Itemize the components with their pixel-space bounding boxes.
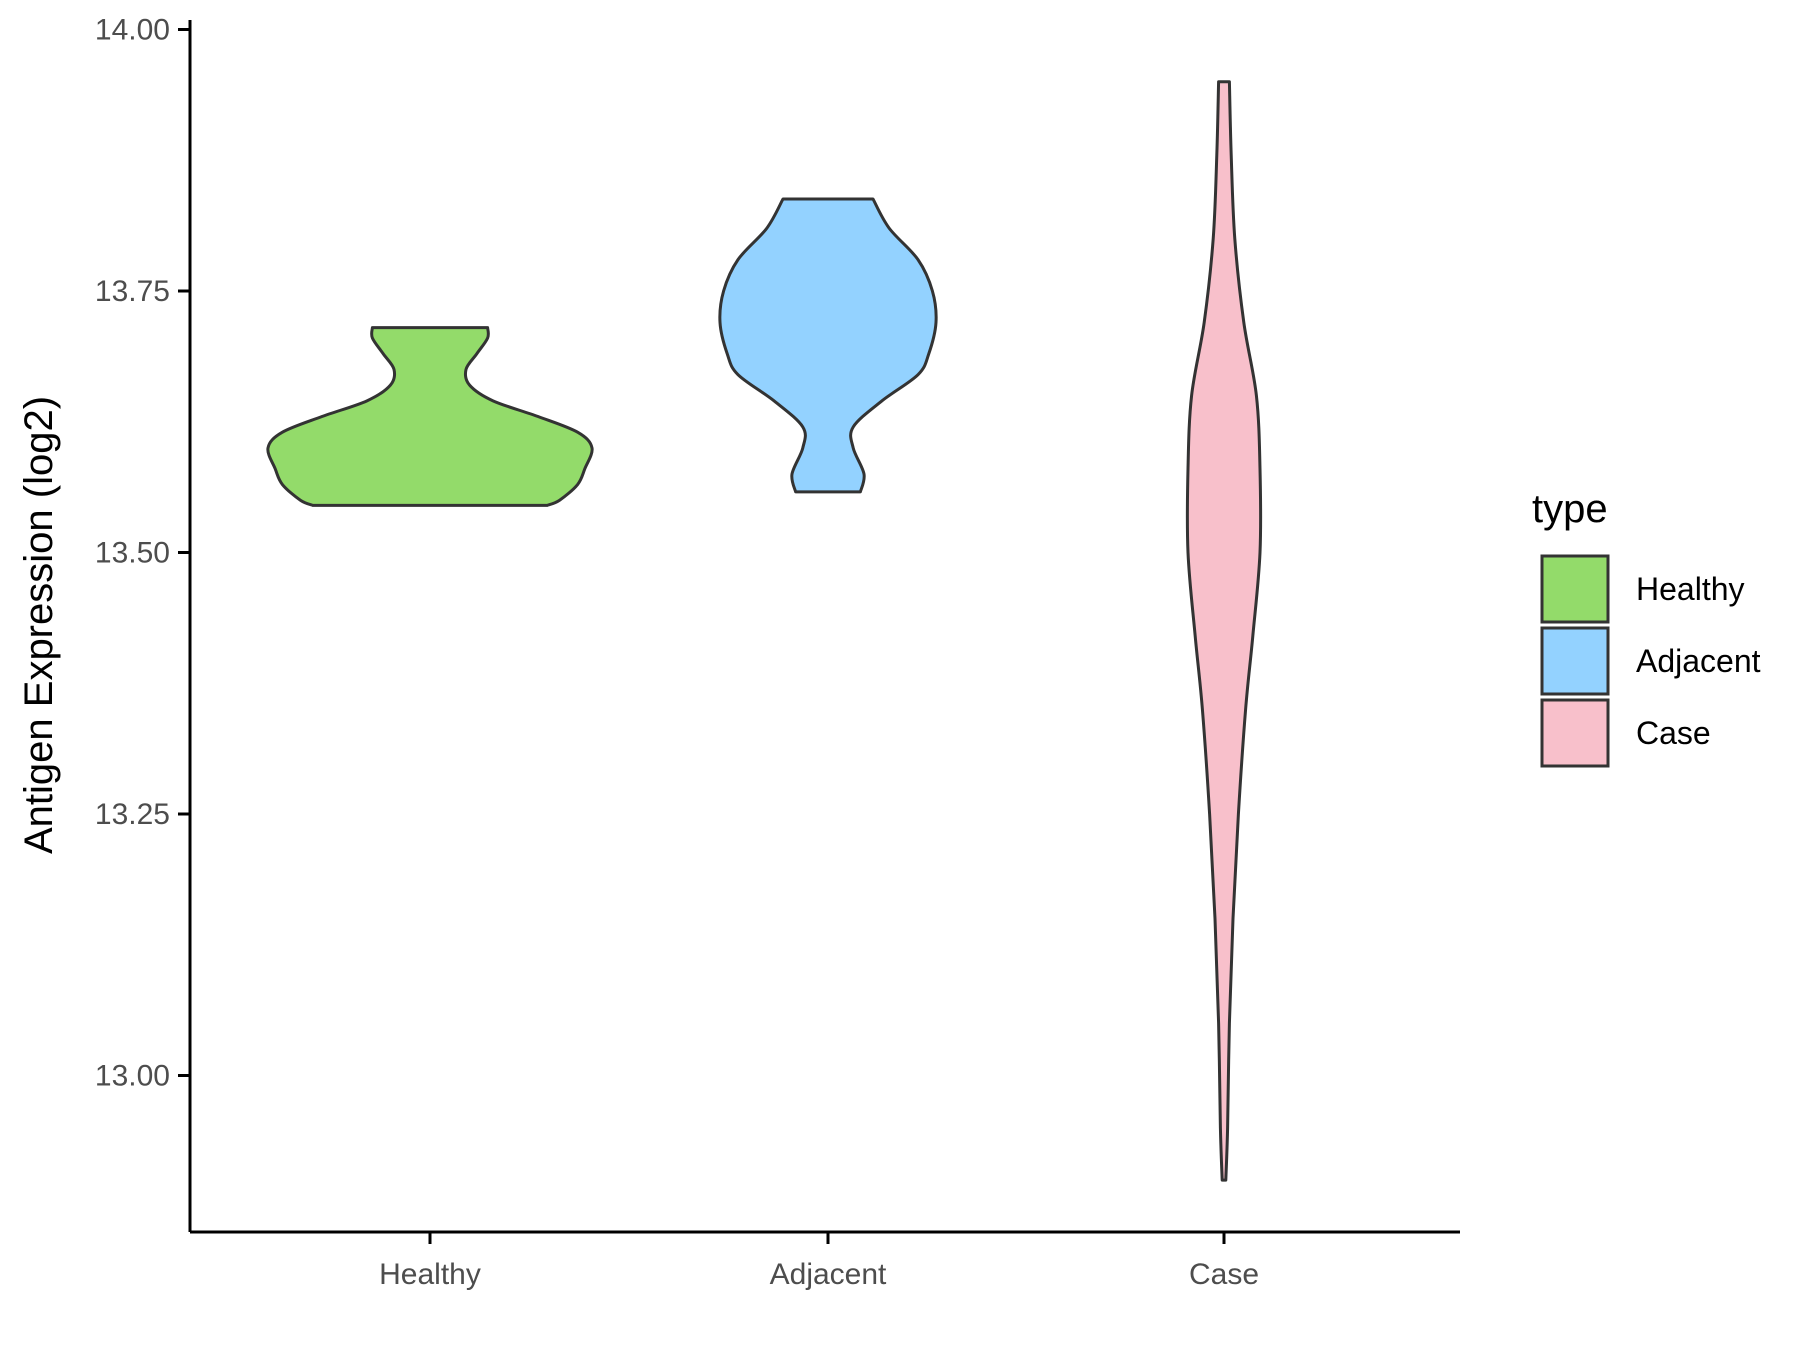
x-tick-label: Healthy bbox=[379, 1258, 481, 1291]
y-tick-label: 14.00 bbox=[95, 14, 170, 47]
y-axis-title: Antigen Expression (log2) bbox=[17, 396, 61, 854]
violin-healthy bbox=[266, 326, 594, 507]
y-tick-label: 13.00 bbox=[95, 1060, 170, 1093]
legend: type Healthy Adjacent Case bbox=[1532, 487, 1761, 768]
x-tick-label: Case bbox=[1189, 1258, 1259, 1291]
axes: 13.00 13.25 13.50 13.75 14.00 Healthy Adjacen… bbox=[95, 14, 1460, 1291]
y-axis-ticks: 13.00 13.25 13.50 13.75 14.00 bbox=[95, 14, 190, 1093]
violin-layer bbox=[266, 80, 1263, 1182]
y-tick-label: 13.75 bbox=[95, 275, 170, 308]
legend-label-healthy: Healthy bbox=[1636, 571, 1745, 607]
violin-case bbox=[1185, 80, 1263, 1182]
violin-adjacent bbox=[718, 197, 938, 494]
legend-swatch-case bbox=[1540, 698, 1610, 768]
legend-swatch-adjacent bbox=[1540, 626, 1610, 696]
legend-title: type bbox=[1532, 487, 1608, 531]
x-tick-label: Adjacent bbox=[770, 1258, 887, 1291]
x-axis-ticks: Healthy Adjacent Case bbox=[379, 1232, 1259, 1291]
legend-entries: Healthy Adjacent Case bbox=[1540, 554, 1761, 768]
legend-swatch-healthy bbox=[1540, 554, 1610, 624]
legend-label-case: Case bbox=[1636, 715, 1711, 751]
y-tick-label: 13.25 bbox=[95, 798, 170, 831]
legend-label-adjacent: Adjacent bbox=[1636, 643, 1761, 679]
y-tick-label: 13.50 bbox=[95, 537, 170, 570]
